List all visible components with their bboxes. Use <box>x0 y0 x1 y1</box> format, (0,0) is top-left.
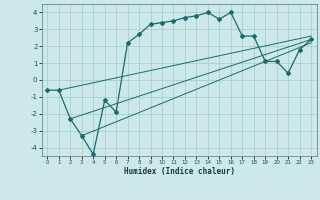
X-axis label: Humidex (Indice chaleur): Humidex (Indice chaleur) <box>124 167 235 176</box>
